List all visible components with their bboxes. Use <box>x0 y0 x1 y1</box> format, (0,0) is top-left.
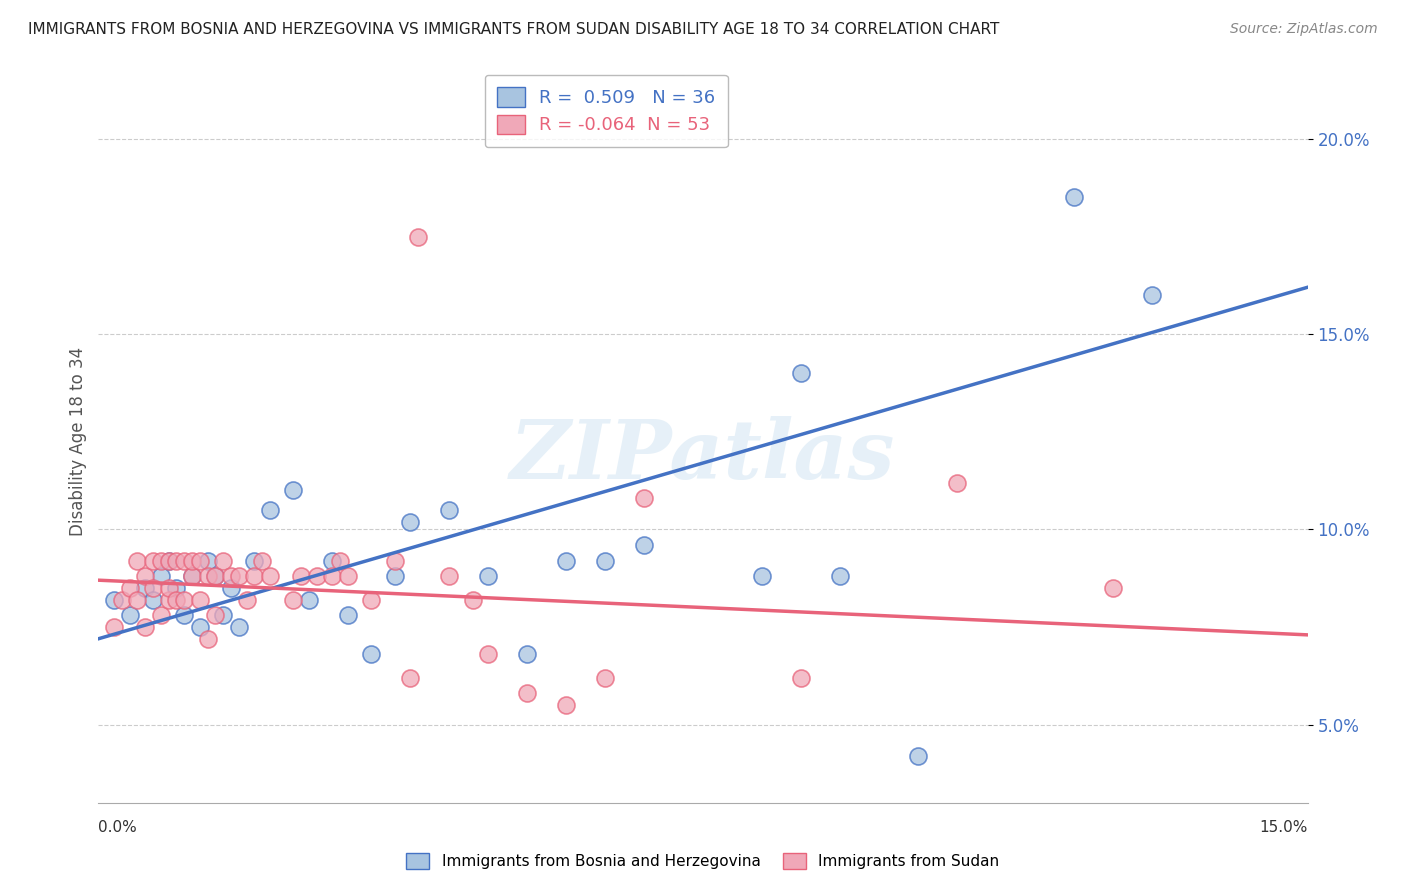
Point <box>235 592 257 607</box>
Point <box>134 569 156 583</box>
Point <box>461 592 484 607</box>
Point <box>228 620 250 634</box>
Point <box>399 671 422 685</box>
Point <box>197 554 219 568</box>
Point <box>290 569 312 583</box>
Point <box>212 608 235 623</box>
Point <box>305 569 328 583</box>
Point <box>173 554 195 568</box>
Text: 0.0%: 0.0% <box>98 820 138 835</box>
Point <box>157 554 180 568</box>
Text: 15.0%: 15.0% <box>1260 820 1308 835</box>
Point <box>360 648 382 662</box>
Point <box>149 608 172 623</box>
Point <box>118 608 141 623</box>
Point <box>337 608 360 623</box>
Point <box>204 569 226 583</box>
Point <box>477 569 499 583</box>
Legend: R =  0.509   N = 36, R = -0.064  N = 53: R = 0.509 N = 36, R = -0.064 N = 53 <box>485 75 728 147</box>
Point <box>219 569 242 583</box>
Point <box>399 515 422 529</box>
Point <box>219 581 242 595</box>
Point <box>173 608 195 623</box>
Point <box>252 554 274 568</box>
Point <box>321 569 343 583</box>
Point <box>181 569 204 583</box>
Text: Source: ZipAtlas.com: Source: ZipAtlas.com <box>1230 22 1378 37</box>
Point <box>142 592 165 607</box>
Point <box>789 366 811 380</box>
Point <box>751 569 773 583</box>
Point <box>103 620 125 634</box>
Point <box>134 620 156 634</box>
Legend: Immigrants from Bosnia and Herzegovina, Immigrants from Sudan: Immigrants from Bosnia and Herzegovina, … <box>401 847 1005 875</box>
Point <box>633 538 655 552</box>
Point <box>516 686 538 700</box>
Point <box>384 554 406 568</box>
Point <box>134 581 156 595</box>
Point <box>149 569 172 583</box>
Point <box>337 569 360 583</box>
Point <box>111 592 134 607</box>
Point <box>321 554 343 568</box>
Point <box>477 648 499 662</box>
Point <box>127 554 149 568</box>
Point <box>181 554 204 568</box>
Point <box>188 554 211 568</box>
Point <box>142 581 165 595</box>
Point <box>1063 190 1085 204</box>
Point <box>142 554 165 568</box>
Point <box>283 592 305 607</box>
Point <box>204 569 226 583</box>
Point <box>103 592 125 607</box>
Point <box>149 554 172 568</box>
Point <box>555 554 578 568</box>
Point <box>243 554 266 568</box>
Point <box>197 632 219 646</box>
Point <box>228 569 250 583</box>
Point <box>165 592 187 607</box>
Point <box>595 671 617 685</box>
Point <box>1101 581 1123 595</box>
Point <box>188 592 211 607</box>
Point <box>181 569 204 583</box>
Point <box>555 698 578 713</box>
Point <box>259 569 281 583</box>
Point <box>212 554 235 568</box>
Point <box>789 671 811 685</box>
Point <box>173 592 195 607</box>
Point <box>197 569 219 583</box>
Point <box>259 503 281 517</box>
Point <box>595 554 617 568</box>
Point <box>406 229 429 244</box>
Point <box>157 581 180 595</box>
Point <box>945 475 967 490</box>
Point <box>283 483 305 498</box>
Point <box>127 592 149 607</box>
Point <box>157 592 180 607</box>
Point <box>360 592 382 607</box>
Point <box>329 554 352 568</box>
Y-axis label: Disability Age 18 to 34: Disability Age 18 to 34 <box>69 347 87 536</box>
Point <box>907 748 929 763</box>
Point <box>298 592 321 607</box>
Text: IMMIGRANTS FROM BOSNIA AND HERZEGOVINA VS IMMIGRANTS FROM SUDAN DISABILITY AGE 1: IMMIGRANTS FROM BOSNIA AND HERZEGOVINA V… <box>28 22 1000 37</box>
Point <box>157 554 180 568</box>
Point <box>188 620 211 634</box>
Text: ZIPatlas: ZIPatlas <box>510 416 896 496</box>
Point <box>118 581 141 595</box>
Point <box>828 569 851 583</box>
Point <box>516 648 538 662</box>
Point <box>243 569 266 583</box>
Point <box>165 581 187 595</box>
Point <box>439 569 461 583</box>
Point <box>439 503 461 517</box>
Point <box>204 608 226 623</box>
Point <box>384 569 406 583</box>
Point <box>1140 288 1163 302</box>
Point <box>165 554 187 568</box>
Point <box>633 491 655 505</box>
